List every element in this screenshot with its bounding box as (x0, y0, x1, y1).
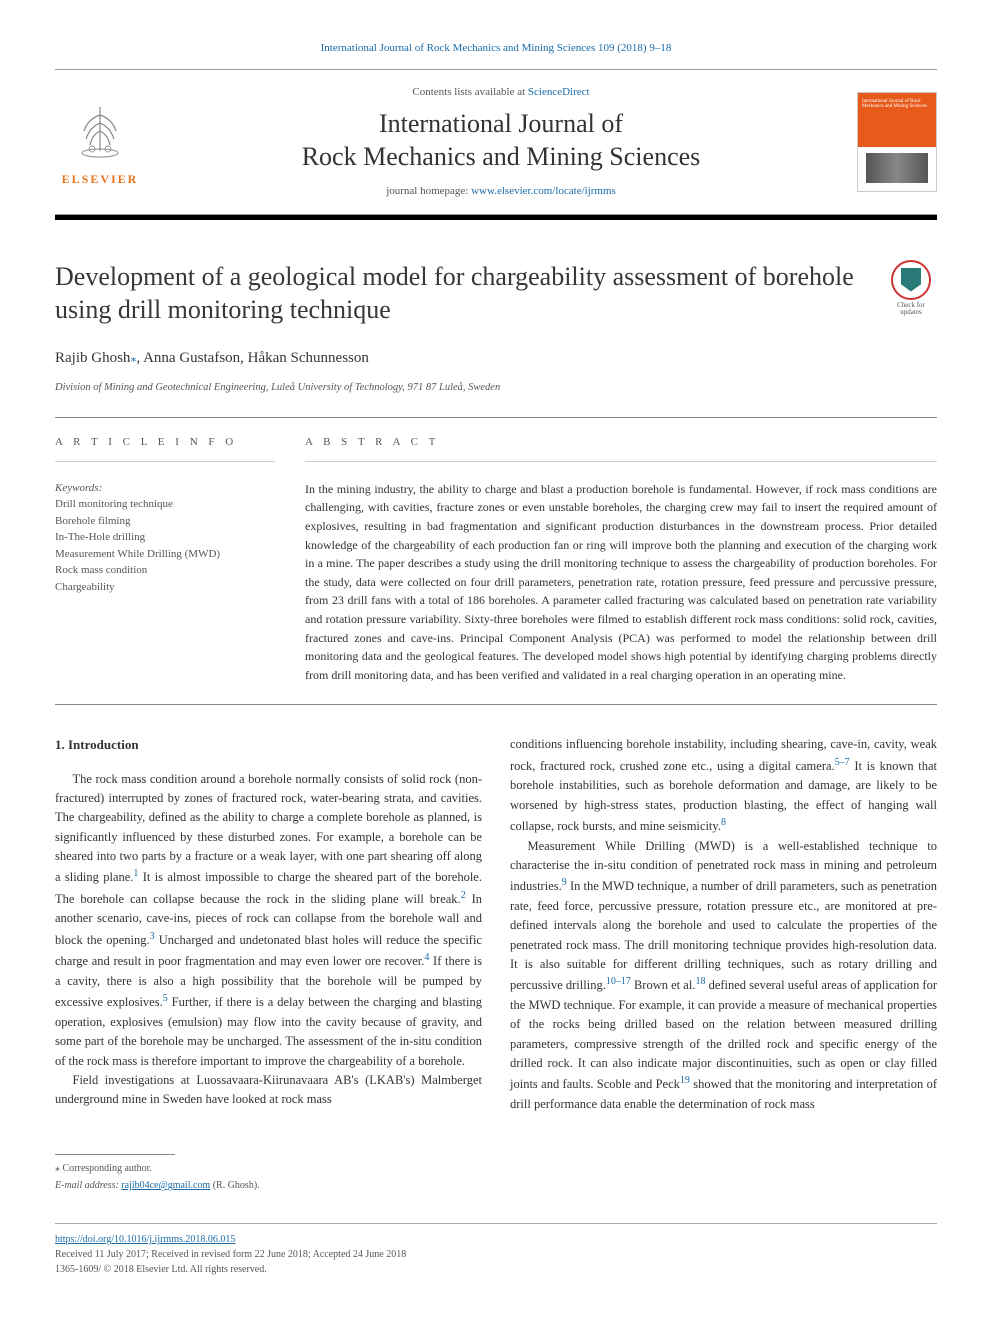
doi-link[interactable]: https://doi.org/10.1016/j.ijrmms.2018.06… (55, 1234, 235, 1245)
journal-name-line2: Rock Mechanics and Mining Sciences (302, 142, 701, 171)
elsevier-wordmark: ELSEVIER (55, 170, 145, 188)
homepage-link[interactable]: www.elsevier.com/locate/ijrmms (471, 185, 616, 197)
body-paragraph: conditions influencing borehole instabil… (510, 735, 937, 836)
page-footer: https://doi.org/10.1016/j.ijrmms.2018.06… (55, 1223, 937, 1277)
corresponding-author-note: ⁎ Corresponding author. (55, 1161, 937, 1176)
body-right-column: conditions influencing borehole instabil… (510, 735, 937, 1114)
journal-name-line1: International Journal of (379, 109, 623, 138)
received-dates: Received 11 July 2017; Received in revis… (55, 1247, 937, 1262)
ref-superscript[interactable]: 5–7 (835, 757, 850, 768)
footnote-separator (55, 1154, 175, 1155)
body-left-column: 1. Introduction The rock mass condition … (55, 735, 482, 1114)
abstract-text: In the mining industry, the ability to c… (305, 480, 937, 685)
crossmark-icon (891, 260, 931, 300)
text-run: defined several useful areas of applicat… (510, 979, 937, 1092)
journal-name: International Journal of Rock Mechanics … (145, 108, 857, 173)
text-run: In the MWD technique, a number of drill … (510, 879, 937, 992)
keyword-item: Rock mass condition (55, 562, 275, 579)
author-1: Rajib Ghosh (55, 350, 130, 366)
contents-prefix: Contents lists available at (412, 86, 527, 98)
keyword-item: Borehole filming (55, 513, 275, 530)
email-line: E-mail address: rajib04ce@gmail.com (R. … (55, 1178, 937, 1193)
ref-superscript[interactable]: 18 (695, 976, 705, 987)
ref-superscript[interactable]: 10–17 (606, 976, 631, 987)
keyword-item: Measurement While Drilling (MWD) (55, 546, 275, 563)
body-paragraph: Field investigations at Luossavaara-Kiir… (55, 1071, 482, 1110)
elsevier-tree-icon (65, 96, 135, 166)
check-for-updates-badge[interactable]: Check for updates (885, 260, 937, 317)
article-info-column: A R T I C L E I N F O Keywords: Drill mo… (55, 418, 275, 704)
section-heading: 1. Introduction (55, 735, 482, 755)
section-title: Introduction (68, 737, 139, 752)
updates-caption: Check for updates (885, 302, 937, 317)
article-title: Development of a geological model for ch… (55, 260, 865, 328)
body-paragraph: The rock mass condition around a borehol… (55, 770, 482, 1071)
text-run: The rock mass condition around a borehol… (55, 772, 482, 885)
copyright-line: 1365-1609/ © 2018 Elsevier Ltd. All righ… (55, 1262, 937, 1277)
elsevier-logo: ELSEVIER (55, 96, 145, 188)
homepage-prefix: journal homepage: (386, 185, 471, 197)
abstract-column: A B S T R A C T In the mining industry, … (305, 418, 937, 704)
keyword-item: Chargeability (55, 579, 275, 596)
keyword-item: In-The-Hole drilling (55, 529, 275, 546)
text-run: Field investigations at Luossavaara-Kiir… (55, 1073, 482, 1106)
thick-horizontal-rule (55, 215, 937, 220)
email-link[interactable]: rajib04ce@gmail.com (121, 1180, 210, 1191)
keyword-item: Drill monitoring technique (55, 496, 275, 513)
email-label: E-mail address: (55, 1180, 121, 1191)
contents-available-line: Contents lists available at ScienceDirec… (145, 84, 857, 101)
homepage-line: journal homepage: www.elsevier.com/locat… (145, 183, 857, 200)
keywords-list: Drill monitoring technique Borehole film… (55, 496, 275, 595)
email-who: (R. Ghosh). (210, 1180, 259, 1191)
journal-header-band: ELSEVIER Contents lists available at Sci… (55, 69, 937, 215)
abstract-heading: A B S T R A C T (305, 434, 937, 462)
body-paragraph: Measurement While Drilling (MWD) is a we… (510, 837, 937, 1115)
cover-mini-text: International Journal of Rock Mechanics … (862, 99, 936, 110)
authors-line: Rajib Ghosh⁎, Anna Gustafson, Håkan Schu… (55, 347, 937, 370)
running-citation: International Journal of Rock Mechanics … (55, 40, 937, 57)
ref-superscript[interactable]: 19 (680, 1075, 690, 1086)
journal-cover-thumbnail: International Journal of Rock Mechanics … (857, 92, 937, 192)
sciencedirect-link[interactable]: ScienceDirect (528, 86, 590, 98)
section-number: 1. (55, 737, 65, 752)
text-run: Brown et al. (631, 979, 696, 993)
ref-superscript[interactable]: 8 (721, 817, 726, 828)
updates-line2: updates (900, 308, 921, 316)
keywords-label: Keywords: (55, 480, 275, 497)
cover-mini-image (866, 153, 928, 183)
bookmark-icon (901, 268, 921, 292)
article-info-heading: A R T I C L E I N F O (55, 434, 275, 462)
authors-rest: , Anna Gustafson, Håkan Schunnesson (136, 350, 368, 366)
affiliation: Division of Mining and Geotechnical Engi… (55, 380, 937, 396)
